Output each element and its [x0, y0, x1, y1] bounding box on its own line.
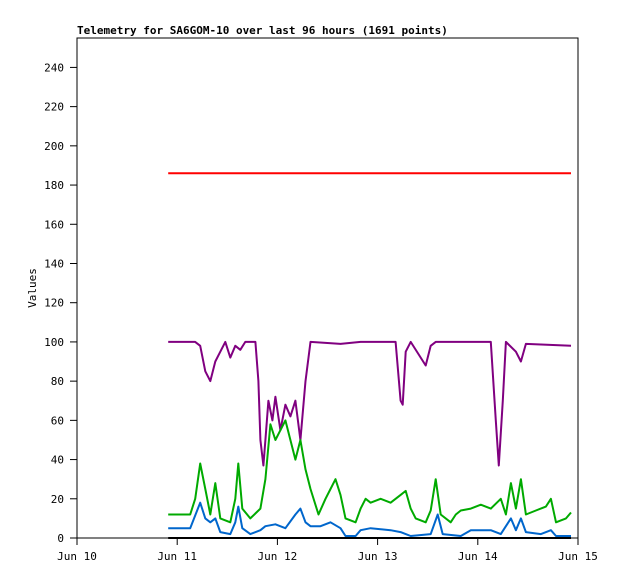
y-tick-label: 100 [44, 336, 64, 349]
y-tick-label: 180 [44, 179, 64, 192]
y-tick-label: 20 [51, 493, 64, 506]
y-axis-label: Values [26, 268, 39, 308]
series-group [168, 172, 572, 539]
x-tick-label: Jun 15 [558, 550, 598, 563]
y-tick-label: 120 [44, 297, 64, 310]
series-line-green [168, 419, 572, 524]
y-axis: 0 20 40 60 80 100 120 140 160 180 200 220 240 [44, 61, 77, 545]
plot-frame [76, 37, 579, 539]
x-tick-label: Jun 14 [458, 550, 498, 563]
x-tick-label: Jun 11 [157, 550, 197, 563]
y-tick-label: 220 [44, 101, 64, 114]
y-tick-label: 240 [44, 61, 64, 74]
y-tick-label: 0 [57, 532, 64, 545]
y-tick-label: 140 [44, 257, 64, 270]
x-tick-label: Jun 13 [358, 550, 398, 563]
y-tick-label: 200 [44, 140, 64, 153]
y-tick-label: 80 [51, 375, 64, 388]
series-line-blue [168, 501, 571, 537]
y-tick-label: 160 [44, 218, 64, 231]
x-axis: Jun 10 Jun 11 Jun 12 Jun 13 Jun 14 Jun 15 [57, 538, 598, 563]
x-tick-label: Jun 10 [57, 550, 97, 563]
chart-title: Telemetry for SA6GOM-10 over last 96 hou… [77, 24, 448, 37]
x-tick-label: Jun 12 [258, 550, 298, 563]
y-tick-label: 40 [51, 454, 64, 467]
series-line-purple [168, 340, 572, 467]
y-tick-label: 60 [51, 414, 64, 427]
